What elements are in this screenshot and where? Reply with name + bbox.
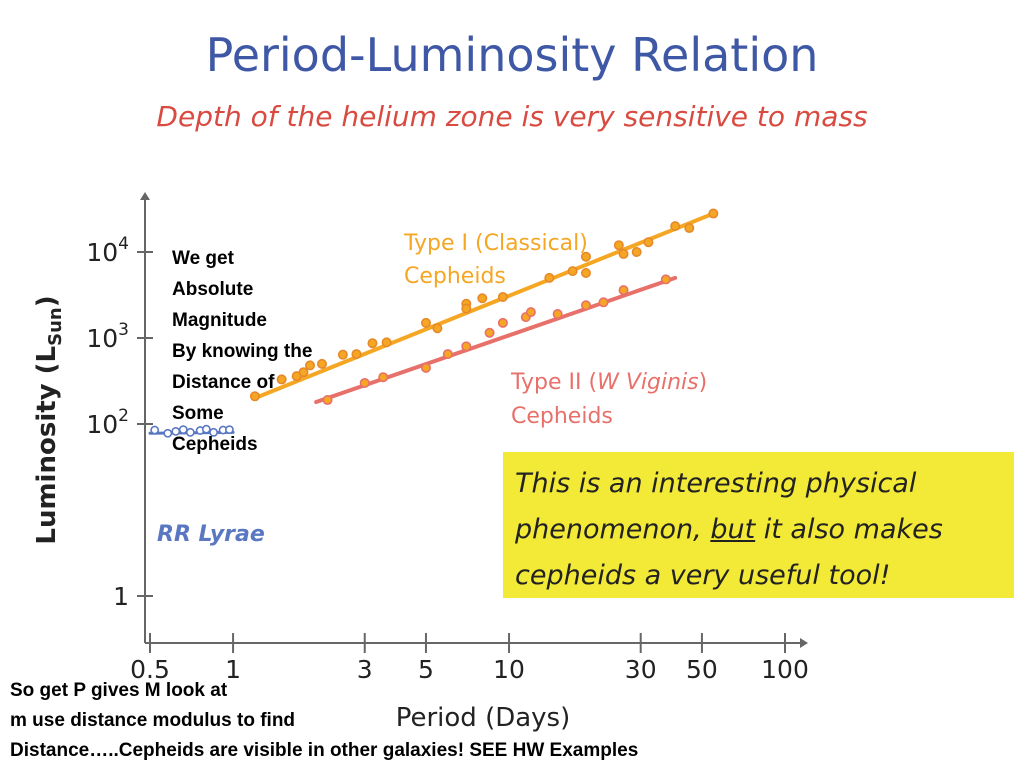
data-point (442, 349, 453, 360)
data-point (150, 425, 160, 435)
data-point (618, 285, 629, 296)
data-point (631, 247, 642, 258)
series-labels: Type I (Classical) Cepheids Type II (W Vig… (157, 231, 707, 547)
callout-underlined-text: but (710, 514, 756, 545)
x-tick-label: 50 (686, 655, 718, 684)
data-point (351, 349, 362, 360)
chart-axes: 0.5 1 3 5 10 30 50 100 1 102 103 104 Period (Days) Lu… (32, 192, 809, 733)
data-point (684, 223, 695, 234)
data-point (525, 307, 536, 318)
y-tick-label: 104 (86, 234, 129, 267)
data-point (618, 248, 629, 259)
data-point (249, 391, 260, 402)
data-point (708, 208, 719, 219)
page-title: Period-Luminosity Relation (205, 28, 819, 82)
data-point (477, 293, 488, 304)
data-point (544, 272, 555, 283)
callout-line: cepheids a very useful tool! (515, 560, 891, 591)
data-point (316, 358, 327, 369)
data-point (580, 267, 591, 278)
series-label: Type I (Classical) (403, 231, 588, 256)
bottom-note-line: m use distance modulus to find (10, 710, 296, 731)
data-point (484, 327, 495, 338)
side-note-line: Cepheids (172, 434, 258, 455)
page-subtitle: Depth of the helium zone is very sensiti… (156, 100, 868, 133)
data-point (598, 297, 609, 308)
callout-text: phenomenon, (515, 514, 711, 545)
callout-line: This is an interesting physical (515, 468, 917, 499)
side-note-line: Magnitude (172, 310, 267, 331)
data-point (670, 221, 681, 232)
data-point (613, 240, 624, 251)
x-tick-label: 10 (493, 655, 525, 684)
data-point (201, 424, 211, 434)
data-points (150, 208, 719, 438)
side-note: We get Absolute Magnitude By knowing the… (172, 243, 372, 460)
data-point (378, 372, 389, 383)
side-note-line: Absolute (172, 279, 254, 300)
data-point (552, 309, 563, 320)
side-note-line: Distance of (172, 372, 275, 393)
y-tick-label: 1 (113, 582, 129, 611)
data-point (420, 317, 431, 328)
side-note-line: We get (172, 248, 234, 269)
series-label: Cepheids (404, 264, 506, 289)
series-label: RR Lyrae (157, 522, 265, 547)
data-point (461, 303, 472, 314)
data-point (580, 300, 591, 311)
x-tick-label: 5 (418, 655, 434, 684)
y-tick-label: 102 (86, 406, 129, 439)
data-point (580, 251, 591, 262)
callout-box: This is an interesting physical phenomen… (503, 452, 1014, 598)
data-point (298, 367, 309, 378)
x-axis-arrow (800, 638, 808, 648)
series-label: Cepheids (511, 404, 613, 429)
data-point (660, 274, 671, 285)
x-tick-label: 30 (625, 655, 657, 684)
bottom-note-line: Distance…..Cepheids are visible in other… (10, 740, 639, 761)
y-axis-arrow (140, 192, 150, 200)
data-point (432, 323, 443, 334)
x-tick-label: 0.5 (130, 655, 170, 684)
data-point (225, 425, 234, 435)
data-point (304, 360, 315, 371)
data-point (497, 291, 508, 302)
x-tick-label: 3 (357, 655, 373, 684)
data-point (185, 427, 195, 437)
side-note-line: Some (172, 403, 224, 424)
bottom-note-line: So get P gives M look at (10, 680, 228, 701)
data-point (337, 349, 348, 360)
side-note-line: By knowing the (172, 341, 313, 362)
x-tick-label: 1 (225, 655, 241, 684)
y-tick-label: 103 (86, 320, 129, 353)
callout-line: phenomenon, but it also makes (515, 507, 1002, 553)
data-point (381, 337, 392, 348)
data-point (420, 362, 431, 373)
data-point (497, 317, 508, 328)
x-tick-label: 100 (761, 655, 809, 684)
data-point (567, 266, 578, 277)
data-point (163, 428, 173, 438)
bottom-note: So get P gives M look at m use distance … (10, 676, 1014, 766)
fit-line (252, 211, 716, 401)
data-point (209, 427, 218, 437)
data-point (322, 395, 333, 406)
series-label: Type II (W Viginis) (510, 370, 707, 395)
x-axis-title: Period (Days) (396, 703, 571, 733)
data-point (461, 341, 472, 352)
data-point (367, 338, 378, 349)
callout-text: it also makes (755, 514, 943, 545)
data-point (643, 237, 654, 248)
fit-line (314, 275, 678, 405)
data-point (276, 374, 287, 385)
data-point (359, 377, 370, 388)
y-axis-title: Luminosity (LSun) (32, 295, 66, 544)
